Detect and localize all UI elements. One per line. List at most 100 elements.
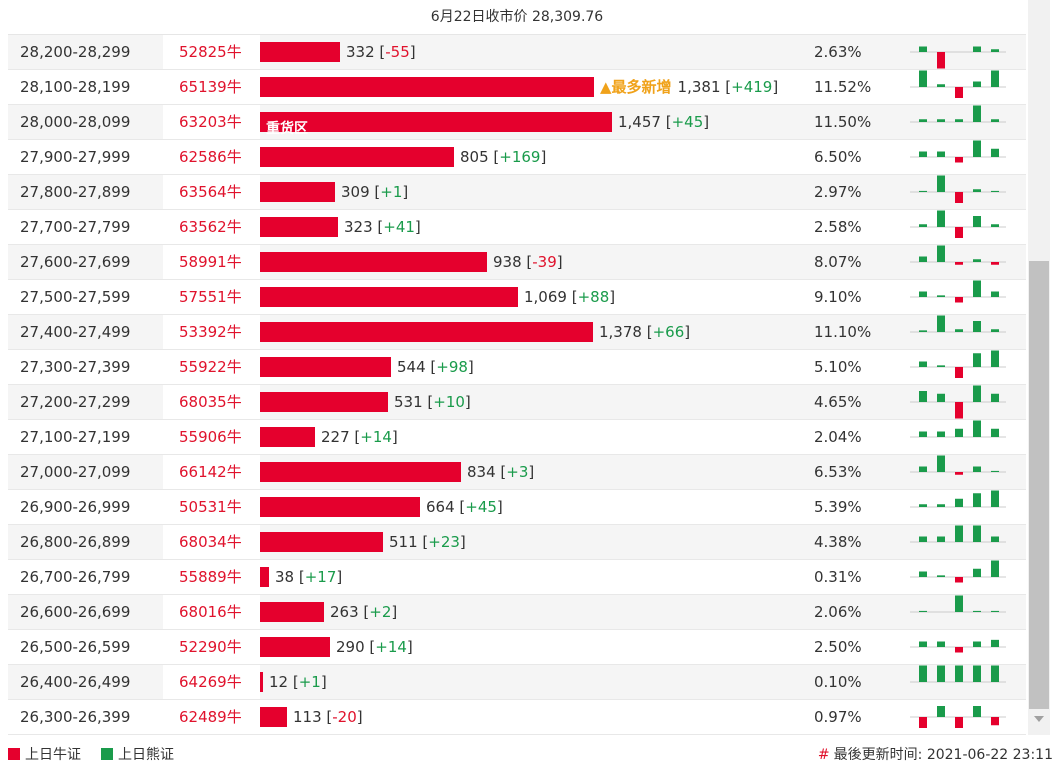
table-row[interactable]: 26,700-26,799 55889牛 38 [+17] 0.31%: [8, 560, 1026, 595]
count-change: +14: [360, 428, 392, 446]
strike-range: 26,800-26,899: [20, 533, 131, 551]
scrollbar[interactable]: [1028, 0, 1050, 735]
table-row[interactable]: 27,300-27,399 55922牛 544 [+98] 5.10%: [8, 350, 1026, 385]
count-bar: [260, 462, 461, 482]
table-row[interactable]: 26,500-26,599 52290牛 290 [+14] 2.50%: [8, 630, 1026, 665]
table-row[interactable]: 27,000-27,099 66142牛 834 [+3] 6.53%: [8, 455, 1026, 490]
cbbc-code-link[interactable]: 52825牛: [179, 43, 242, 61]
table-row[interactable]: 28,000-28,099 63203牛 重货区 1,457 [+45] 11.50%: [8, 105, 1026, 140]
strike-range: 28,100-28,199: [20, 78, 131, 96]
sparkline-bar: [973, 466, 981, 472]
row-divider: [163, 70, 260, 104]
row-divider: [163, 525, 260, 559]
sparkline-bar: [919, 70, 927, 87]
cbbc-code-link[interactable]: 63203牛: [179, 113, 242, 131]
sparkline-bar: [937, 504, 945, 507]
row-divider: [163, 105, 260, 139]
cbbc-code-link[interactable]: 68035牛: [179, 393, 242, 411]
cbbc-code-link[interactable]: 65139牛: [179, 78, 242, 96]
sparkline-bar: [955, 525, 963, 542]
count-value: 290 [+14]: [336, 638, 413, 656]
update-time: 2021-06-22 23:11: [926, 747, 1053, 763]
count-number: 664: [426, 498, 455, 516]
cbbc-code-link[interactable]: 62489牛: [179, 708, 242, 726]
cbbc-code-link[interactable]: 66142牛: [179, 463, 242, 481]
cbbc-code-link[interactable]: 63564牛: [179, 183, 242, 201]
table-row[interactable]: 27,700-27,799 63562牛 323 [+41] 2.58%: [8, 210, 1026, 245]
count-bar: [260, 497, 420, 517]
sparkline-bar: [991, 536, 999, 542]
count-number: 531: [394, 393, 423, 411]
sparkline-bar: [973, 216, 981, 227]
table-row[interactable]: 27,500-27,599 57551牛 1,069 [+88] 9.10%: [8, 280, 1026, 315]
count-number: 263: [330, 603, 359, 621]
count-value: 664 [+45]: [426, 498, 503, 516]
table-row[interactable]: 26,800-26,899 68034牛 511 [+23] 4.38%: [8, 525, 1026, 560]
table-row[interactable]: 27,800-27,899 63564牛 309 [+1] 2.97%: [8, 175, 1026, 210]
count-bar: [260, 567, 269, 587]
table-row[interactable]: 27,200-27,299 68035牛 531 [+10] 4.65%: [8, 385, 1026, 420]
table-row[interactable]: 27,400-27,499 53392牛 1,378 [+66] 11.10%: [8, 315, 1026, 350]
cbbc-code-link[interactable]: 63562牛: [179, 218, 242, 236]
scrollbar-thumb[interactable]: [1029, 261, 1049, 709]
cbbc-code-link[interactable]: 52290牛: [179, 638, 242, 656]
table-row[interactable]: 26,900-26,999 50531牛 664 [+45] 5.39%: [8, 490, 1026, 525]
cbbc-code-link[interactable]: 55906牛: [179, 428, 242, 446]
sparkline-bar: [919, 391, 927, 402]
table-row[interactable]: 27,100-27,199 55906牛 227 [+14] 2.04%: [8, 420, 1026, 455]
strike-range: 26,400-26,499: [20, 673, 131, 691]
table-row[interactable]: 26,600-26,699 68016牛 263 [+2] 2.06%: [8, 595, 1026, 630]
strike-range: 27,400-27,499: [20, 323, 131, 341]
sparkline-bar: [919, 119, 927, 122]
sparkline-bar: [955, 87, 963, 98]
sparkline-bar: [973, 280, 981, 297]
sparkline-bar: [973, 140, 981, 157]
sparkline-bar: [973, 385, 981, 402]
sparkline-bar: [991, 329, 999, 332]
count-change: +169: [499, 148, 541, 166]
count-bar: [260, 602, 324, 622]
cbbc-code-link[interactable]: 68034牛: [179, 533, 242, 551]
sparkline-bar: [919, 361, 927, 367]
sparkline-bar: [937, 315, 945, 332]
scroll-down-icon[interactable]: [1034, 716, 1044, 722]
sparkline-bar: [937, 536, 945, 542]
cbbc-code-link[interactable]: 55889牛: [179, 568, 242, 586]
count-value: 834 [+3]: [467, 463, 535, 481]
sparkline-bar: [937, 175, 945, 192]
sparkline-bar: [919, 641, 927, 647]
cbbc-code-link[interactable]: 57551牛: [179, 288, 242, 306]
count-number: 113: [293, 708, 322, 726]
sparkline-bar: [955, 428, 963, 437]
cbbc-code-link[interactable]: 58991牛: [179, 253, 242, 271]
count-number: 227: [321, 428, 350, 446]
sparkline-bar: [919, 256, 927, 262]
percentage: 8.07%: [814, 253, 862, 271]
table-row[interactable]: 26,300-26,399 62489牛 113 [-20] 0.97%: [8, 700, 1026, 735]
percentage: 2.06%: [814, 603, 862, 621]
trend-sparkline: [910, 350, 1006, 378]
count-bar: [260, 42, 340, 62]
row-divider: [163, 560, 260, 594]
cbbc-code-link[interactable]: 64269牛: [179, 673, 242, 691]
table-row[interactable]: 26,400-26,499 64269牛 12 [+1] 0.10%: [8, 665, 1026, 700]
table-row[interactable]: 28,200-28,299 52825牛 332 [-55] 2.63%: [8, 35, 1026, 70]
sparkline-bar: [919, 431, 927, 437]
table-row[interactable]: 27,900-27,999 62586牛 805 [+169] 6.50%: [8, 140, 1026, 175]
legend-bear: 上日熊证: [101, 744, 174, 766]
cbbc-code-link[interactable]: 62586牛: [179, 148, 242, 166]
table-row[interactable]: 28,100-28,199 65139牛 ▲最多新增 1,381 [+419] 11.5…: [8, 70, 1026, 105]
sparkline-bar: [919, 330, 927, 332]
cbbc-code-link[interactable]: 53392牛: [179, 323, 242, 341]
strike-range: 27,100-27,199: [20, 428, 131, 446]
table-row[interactable]: 27,600-27,699 58991牛 938 [-39] 8.07%: [8, 245, 1026, 280]
trend-sparkline: [910, 560, 1006, 583]
cbbc-code-link[interactable]: 55922牛: [179, 358, 242, 376]
count-change: -39: [532, 253, 557, 271]
strike-range: 28,200-28,299: [20, 43, 131, 61]
cbbc-code-link[interactable]: 68016牛: [179, 603, 242, 621]
cbbc-code-link[interactable]: 50531牛: [179, 498, 242, 516]
sparkline-bar: [937, 245, 945, 262]
sparkline-bar: [973, 46, 981, 52]
sparkline-bar: [919, 610, 927, 612]
